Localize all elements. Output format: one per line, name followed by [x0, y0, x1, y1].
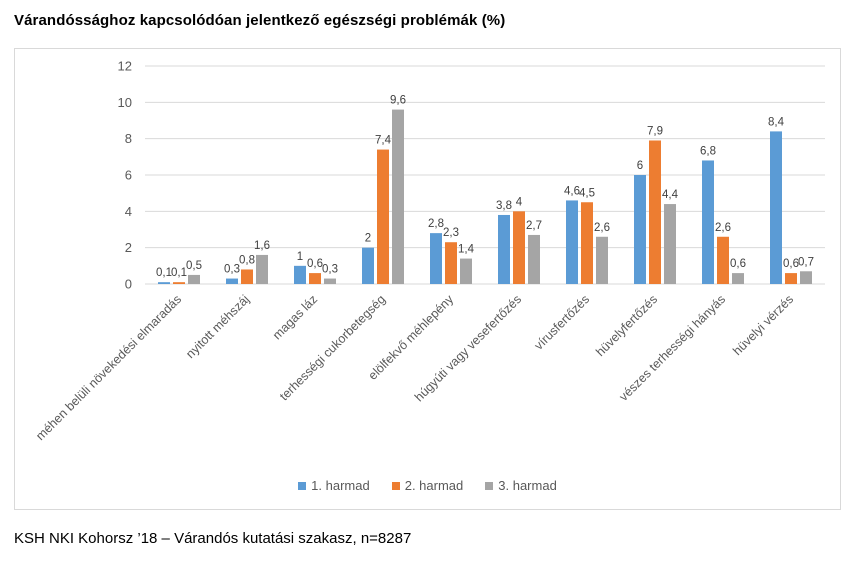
legend-label-3: 3. harmad	[498, 478, 557, 493]
bar-series-1	[634, 175, 646, 284]
bar-series-1	[498, 214, 510, 284]
bar-series-3	[596, 236, 608, 284]
legend-swatch-1	[298, 481, 307, 490]
category-label: magas láz	[270, 292, 320, 342]
category-label: méhen belüli növekedési elmaradás	[33, 292, 184, 443]
legend-label-2: 2. harmad	[404, 478, 464, 493]
data-label: 0,3	[322, 264, 338, 276]
legend-item-1: 1. harmad	[298, 478, 370, 493]
bar-series-3	[664, 204, 676, 284]
bar-series-2	[445, 242, 457, 284]
bar-series-1	[770, 131, 782, 284]
category-labels: méhen belüli növekedési elmaradás nyitott…	[33, 292, 796, 443]
legend-label-1: 1. harmad	[311, 478, 370, 493]
bar-series-2	[241, 269, 253, 284]
data-label: 4	[516, 196, 523, 208]
data-label: 6,8	[700, 145, 716, 157]
data-label: 2	[365, 233, 371, 245]
data-label: 4,6	[564, 185, 580, 197]
data-label: 0,7	[798, 256, 814, 268]
data-label: 7,4	[375, 135, 392, 147]
bar-series-2	[581, 202, 593, 284]
data-label: 0,6	[730, 258, 746, 270]
bar-series-3	[732, 273, 744, 284]
data-label: 6	[637, 160, 643, 172]
source-note: KSH NKI Kohorsz ’18 – Várandós kutatási …	[14, 530, 412, 547]
y-tick-label: 4	[125, 204, 132, 219]
y-tick-label: 6	[125, 168, 132, 183]
category-label: hüvelyi vérzés	[730, 292, 796, 358]
bar-series-1	[294, 265, 306, 284]
bar-series-2	[513, 211, 525, 284]
bar-series-2	[173, 282, 185, 284]
data-label: 2,6	[715, 222, 731, 234]
legend-swatch-3	[485, 481, 494, 490]
category-label: hüvelyfertőzés	[593, 292, 660, 359]
data-label: 2,8	[428, 218, 444, 230]
data-label: 2,6	[594, 222, 610, 234]
bar-series-3	[460, 258, 472, 284]
y-tick-label: 0	[125, 277, 132, 292]
y-tick-label: 8	[125, 131, 132, 146]
data-label: 0,8	[239, 254, 255, 266]
bar-series-3	[528, 234, 540, 284]
data-label: 0,1	[156, 267, 172, 279]
legend-swatch-2	[391, 481, 400, 490]
data-labels: 0,1 0,10,5 0,30,81,610,6 0,327,49,62,82,31,…	[156, 95, 814, 280]
data-label: 0,6	[783, 258, 799, 270]
bar-series-3	[188, 274, 200, 284]
bar-series-2	[785, 273, 797, 284]
bar-series-2	[717, 236, 729, 284]
bar-series-3	[392, 109, 404, 284]
data-label: 2,3	[443, 227, 459, 239]
legend: 1. harmad 2. harmad 3. harmad	[0, 478, 855, 493]
data-label: 1,4	[458, 244, 475, 256]
bar-series-1	[566, 200, 578, 284]
bar-series-2	[649, 140, 661, 284]
data-label: 4,5	[579, 187, 595, 199]
y-tick-label: 2	[125, 240, 132, 255]
data-label: 7,9	[647, 125, 663, 137]
bar-series-2	[377, 149, 389, 284]
bar-series-1	[362, 247, 374, 284]
data-label: 2,7	[526, 220, 542, 232]
data-label: 0,6	[307, 258, 323, 270]
data-label: 0,3	[224, 264, 240, 276]
category-label: nyitott méhszáj	[183, 292, 252, 361]
data-label: 0,5	[186, 260, 202, 272]
data-label: 3,8	[496, 200, 512, 212]
data-label: 9,6	[390, 95, 406, 107]
bar-series-1	[430, 233, 442, 284]
y-tick-label: 10	[118, 95, 132, 110]
bars	[158, 109, 812, 284]
y-tick-label: 12	[118, 59, 132, 74]
data-label: 4,4	[662, 189, 679, 201]
data-label: 8,4	[768, 116, 785, 128]
data-label: 0,1	[171, 267, 187, 279]
bar-series-1	[226, 278, 238, 284]
bar-series-3	[324, 278, 336, 284]
bar-series-3	[800, 271, 812, 284]
data-label: 1,6	[254, 240, 270, 252]
chart-title: Várandóssághoz kapcsolódóan jelentkező e…	[14, 12, 506, 29]
category-label: vírusfertőzés	[532, 292, 593, 353]
legend-item-2: 2. harmad	[391, 478, 464, 493]
data-label: 1	[297, 251, 303, 263]
bar-series-1	[158, 282, 170, 284]
y-axis-ticks: 0 2 4 6 8 10 12	[118, 59, 132, 292]
bar-series-1	[702, 160, 714, 284]
bar-series-2	[309, 273, 321, 284]
bar-series-3	[256, 254, 268, 284]
legend-item-3: 3. harmad	[485, 478, 557, 493]
